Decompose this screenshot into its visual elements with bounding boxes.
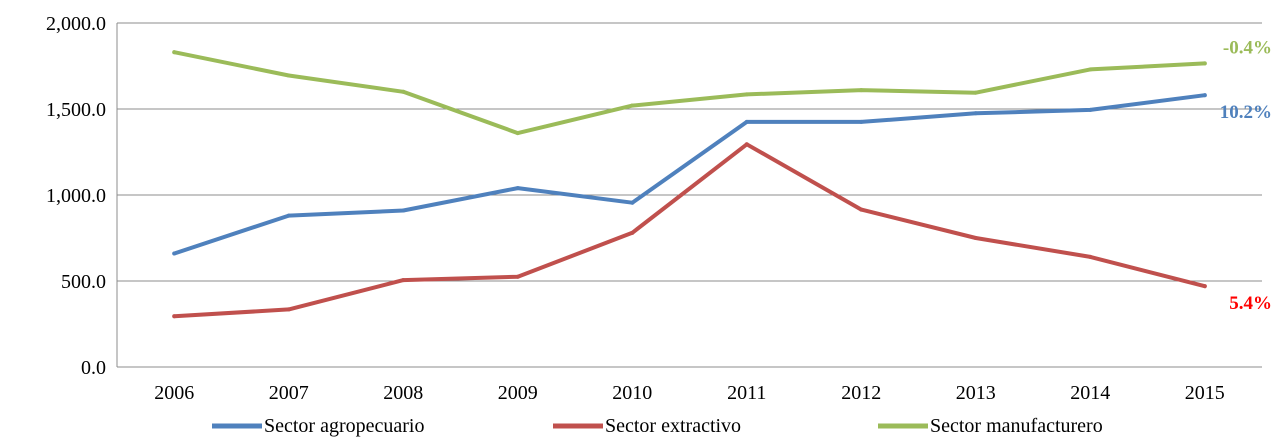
x-tick-label: 2011	[727, 382, 766, 404]
data-point	[401, 278, 405, 282]
y-tick-label: 500.0	[61, 271, 106, 293]
data-point	[1203, 284, 1207, 288]
data-point	[516, 275, 520, 279]
x-tick-label: 2010	[612, 382, 652, 404]
data-point	[745, 92, 749, 96]
data-point	[287, 307, 291, 311]
y-tick-label: 1,500.0	[46, 99, 106, 121]
y-tick-label: 2,000.0	[46, 13, 106, 35]
legend-label: Sector manufacturero	[930, 415, 1103, 437]
data-point	[1088, 255, 1092, 259]
end-labels: 10.2% 5.4% -0.4%	[1220, 37, 1272, 314]
data-point	[630, 201, 634, 205]
data-point	[1088, 67, 1092, 71]
x-axis: 2006 2007 2008 2009 2010 2011 2012 2013 2014 2015	[154, 382, 1225, 404]
data-point	[859, 120, 863, 124]
data-point	[516, 131, 520, 135]
x-tick-label: 2008	[383, 382, 423, 404]
data-point	[1203, 61, 1207, 65]
x-tick-label: 2013	[956, 382, 996, 404]
x-tick-label: 2009	[498, 382, 538, 404]
series-end-label: 10.2%	[1220, 102, 1272, 123]
data-point	[974, 91, 978, 95]
data-point	[401, 90, 405, 94]
data-point	[859, 208, 863, 212]
data-point	[974, 111, 978, 115]
y-tick-label: 1,000.0	[46, 185, 106, 207]
y-axis: 0.0 500.0 1,000.0 1,500.0 2,000.0	[46, 13, 117, 379]
series-end-label: 5.4%	[1229, 293, 1272, 314]
data-point	[287, 73, 291, 77]
data-point	[1088, 108, 1092, 112]
x-tick-label: 2014	[1070, 382, 1110, 404]
series-line-2	[174, 144, 1205, 316]
data-point	[1203, 93, 1207, 97]
data-point	[172, 50, 176, 54]
legend: Sector agropecuario Sector extractivo Sect…	[212, 415, 1103, 437]
data-point	[745, 142, 749, 146]
data-point	[745, 120, 749, 124]
series-line-3	[174, 52, 1205, 133]
data-point	[287, 214, 291, 218]
data-point	[859, 88, 863, 92]
data-point	[401, 208, 405, 212]
x-tick-label: 2012	[841, 382, 881, 404]
data-point	[630, 104, 634, 108]
series-lines	[172, 50, 1207, 318]
x-tick-label: 2007	[269, 382, 309, 404]
legend-label: Sector agropecuario	[264, 415, 424, 437]
data-point	[172, 314, 176, 318]
x-tick-label: 2006	[154, 382, 194, 404]
data-point	[516, 186, 520, 190]
data-point	[630, 231, 634, 235]
legend-label: Sector extractivo	[605, 415, 741, 437]
data-point	[974, 236, 978, 240]
x-tick-label: 2015	[1185, 382, 1225, 404]
series-end-label: -0.4%	[1223, 37, 1272, 58]
data-point	[172, 251, 176, 255]
y-tick-label: 0.0	[81, 357, 106, 379]
series-line-1	[174, 95, 1205, 253]
